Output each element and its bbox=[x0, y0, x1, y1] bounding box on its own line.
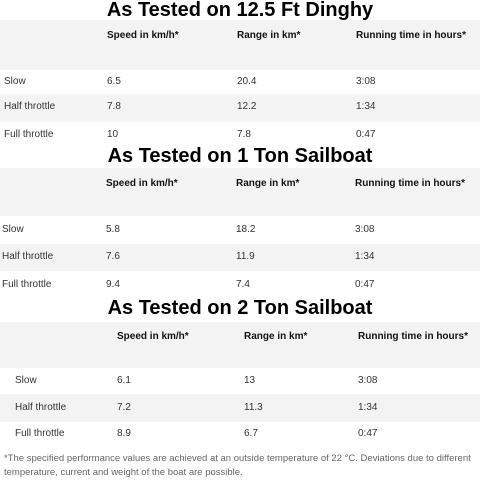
table-1-row-1-time: 3:08 bbox=[356, 76, 376, 87]
table-3-row-2-label: Half throttle bbox=[15, 402, 67, 413]
table-3-row-1-speed: 6.1 bbox=[117, 375, 131, 386]
table-1-row-1-range: 20.4 bbox=[237, 76, 257, 87]
table-1-row-3-label: Full throttle bbox=[4, 129, 54, 140]
table-2-row-3-speed: 9.4 bbox=[106, 279, 120, 290]
table-2-row-3-range: 7.4 bbox=[236, 279, 250, 290]
table-row bbox=[0, 394, 480, 422]
table-3-row-1-range: 13 bbox=[244, 375, 256, 386]
table-1-header-time: Running time in hours* bbox=[356, 30, 466, 41]
table-2-row-1-speed: 5.8 bbox=[106, 224, 120, 235]
table-2-row-2-range: 11.9 bbox=[236, 251, 255, 262]
table-row bbox=[0, 422, 480, 448]
table-row bbox=[0, 368, 480, 394]
table-2-header-row bbox=[0, 168, 480, 216]
table-1-row-3-time: 0:47 bbox=[356, 129, 376, 140]
table-3-row-2-speed: 7.2 bbox=[117, 402, 131, 413]
table-3-title: As Tested on 2 Ton Sailboat bbox=[107, 297, 373, 319]
table-2-row-1-time: 3:08 bbox=[355, 224, 375, 235]
footnote: *The specified performance values are ac… bbox=[4, 452, 480, 480]
table-1-header-range: Range in km* bbox=[237, 30, 301, 41]
table-2-row-3-label: Full throttle bbox=[2, 279, 52, 290]
table-2-title: As Tested on 1 Ton Sailboat bbox=[107, 145, 373, 167]
footnote-line-2: temperature, current and weight of the b… bbox=[4, 467, 243, 478]
table-row bbox=[0, 94, 480, 122]
table-3-header-time: Running time in hours* bbox=[358, 331, 468, 342]
table-1-row-2-time: 1:34 bbox=[356, 101, 376, 112]
table-2-row-1-label: Slow bbox=[2, 224, 24, 235]
table-1-title: As Tested on 12.5 Ft Dinghy bbox=[106, 0, 374, 21]
table-3-row-1-time: 3:08 bbox=[358, 375, 378, 386]
table-2-header-speed: Speed in km/h* bbox=[106, 178, 178, 189]
table-1-header-speed: Speed in km/h* bbox=[107, 30, 179, 41]
table-1-row-1-label: Slow bbox=[4, 76, 26, 87]
table-2-row-2-label: Half throttle bbox=[2, 251, 54, 262]
table-1-row-1-speed: 6.5 bbox=[107, 76, 121, 87]
table-2-row-2-speed: 7.6 bbox=[106, 251, 120, 262]
table-3-row-3-speed: 8.9 bbox=[117, 428, 131, 439]
table-1-header-row bbox=[0, 20, 480, 70]
table-3-header-range: Range in km* bbox=[244, 331, 308, 342]
table-3-row-3-time: 0:47 bbox=[358, 428, 378, 439]
table-2-row-2-time: 1:34 bbox=[355, 251, 375, 262]
table-3-row-3-label: Full throttle bbox=[15, 428, 65, 439]
table-3-row-3-range: 6.7 bbox=[244, 428, 258, 439]
table-1-row-3-speed: 10 bbox=[107, 129, 119, 140]
table-3-row-1-label: Slow bbox=[15, 375, 37, 386]
table-3-row-2-range: 11.3 bbox=[244, 402, 263, 413]
table-3-header-speed: Speed in km/h* bbox=[117, 331, 189, 342]
table-2-row-1-range: 18.2 bbox=[236, 224, 256, 235]
table-2-header-range: Range in km* bbox=[236, 178, 300, 189]
table-2-header-time: Running time in hours* bbox=[355, 178, 465, 189]
table-row bbox=[0, 244, 480, 271]
table-1-row-2-speed: 7.8 bbox=[107, 101, 121, 112]
table-1-row-2-label: Half throttle bbox=[4, 101, 56, 112]
table-3-row-2-time: 1:34 bbox=[358, 402, 378, 413]
table-3-header-row bbox=[0, 322, 480, 368]
table-1-row-3-range: 7.8 bbox=[237, 129, 251, 140]
footnote-line-1: *The specified performance values are ac… bbox=[4, 453, 471, 464]
table-2-row-3-time: 0:47 bbox=[355, 279, 375, 290]
table-1-row-2-range: 12.2 bbox=[237, 101, 257, 112]
